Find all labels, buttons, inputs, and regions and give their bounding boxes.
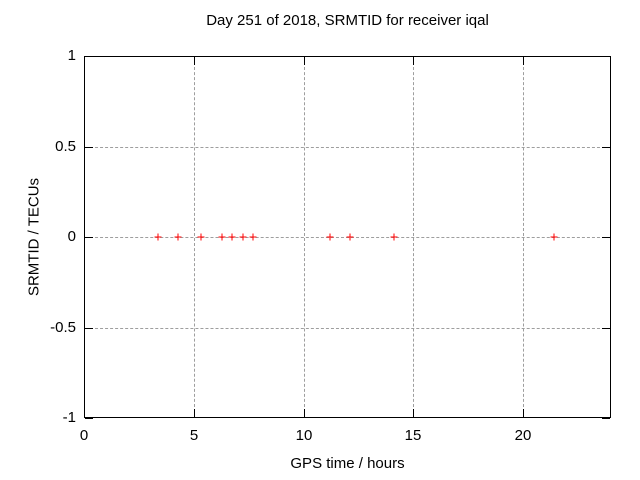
y-tick-label: -0.5 (50, 319, 76, 336)
x-tick-label: 15 (404, 427, 422, 444)
y-tick-mark-right (602, 56, 610, 57)
data-point-marker (346, 233, 354, 241)
x-tick-mark-top (523, 57, 524, 65)
y-tick-label: 0.5 (55, 138, 76, 155)
x-tick-mark (304, 409, 305, 417)
x-tick-label: 5 (189, 427, 199, 444)
y-tick-mark (85, 147, 93, 148)
x-tick-mark-top (413, 57, 414, 65)
x-axis-label: GPS time / hours (290, 455, 405, 472)
y-tick-label: -1 (62, 409, 76, 426)
y-tick-mark (85, 56, 93, 57)
y-tick-mark-right (602, 147, 610, 148)
chart-title: Day 251 of 2018, SRMTID for receiver iqa… (206, 12, 489, 29)
data-point-marker (218, 233, 226, 241)
plot-area-frame (84, 56, 611, 418)
y-tick-label: 0 (67, 228, 76, 245)
data-point-marker (390, 233, 398, 241)
y-tick-mark (85, 418, 93, 419)
x-tick-mark (194, 409, 195, 417)
x-tick-mark-top (84, 57, 85, 65)
x-tick-label: 0 (79, 427, 89, 444)
y-tick-mark-right (602, 237, 610, 238)
x-tick-mark (413, 409, 414, 417)
y-tick-label: 1 (67, 47, 76, 64)
data-point-marker (197, 233, 205, 241)
x-tick-mark-top (194, 57, 195, 65)
data-point-marker (154, 233, 162, 241)
data-point-marker (174, 233, 182, 241)
y-tick-mark (85, 328, 93, 329)
y-tick-mark (85, 237, 93, 238)
x-tick-mark (523, 409, 524, 417)
x-tick-label: 10 (295, 427, 313, 444)
data-point-marker (249, 233, 257, 241)
x-tick-label: 20 (514, 427, 532, 444)
data-point-marker (326, 233, 334, 241)
y-tick-mark-right (602, 418, 610, 419)
horizontal-gridline (85, 237, 610, 238)
y-tick-mark-right (602, 328, 610, 329)
data-point-marker (228, 233, 236, 241)
data-point-marker (550, 233, 558, 241)
x-tick-mark-top (304, 57, 305, 65)
horizontal-gridline (85, 147, 610, 148)
data-point-marker (239, 233, 247, 241)
horizontal-gridline (85, 328, 610, 329)
x-tick-mark (84, 409, 85, 417)
